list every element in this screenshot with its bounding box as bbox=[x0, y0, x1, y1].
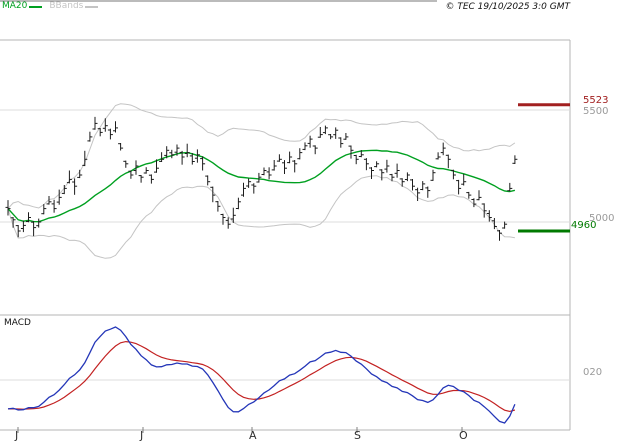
ma20-legend-label: MA20 bbox=[2, 1, 28, 11]
price-axis-label-upper: 5500 bbox=[583, 106, 609, 117]
price-axis-label-lower: 5000 bbox=[589, 213, 615, 224]
month-label: J bbox=[140, 429, 144, 442]
bbands-legend-label: BBands bbox=[49, 1, 84, 11]
legend-item-ma20: MA20 bbox=[2, 1, 43, 11]
resistance-price-label: 5523 bbox=[583, 95, 609, 106]
support-price-label: 4960 bbox=[571, 220, 597, 231]
copyright-timestamp: © TEC 19/10/2025 3:0 GMT bbox=[445, 2, 570, 12]
month-label: J bbox=[15, 429, 19, 442]
month-label: A bbox=[249, 429, 257, 442]
macd-axis-label: 020 bbox=[583, 367, 603, 378]
ma20-line-swatch bbox=[29, 5, 43, 8]
month-label: S bbox=[354, 429, 361, 442]
month-label: O bbox=[459, 429, 468, 442]
macd-panel-title: MACD bbox=[4, 318, 31, 328]
bbands-line-swatch bbox=[85, 5, 99, 8]
indicator-legend: MA20 BBands bbox=[2, 2, 105, 11]
legend-item-bbands: BBands bbox=[49, 1, 99, 11]
